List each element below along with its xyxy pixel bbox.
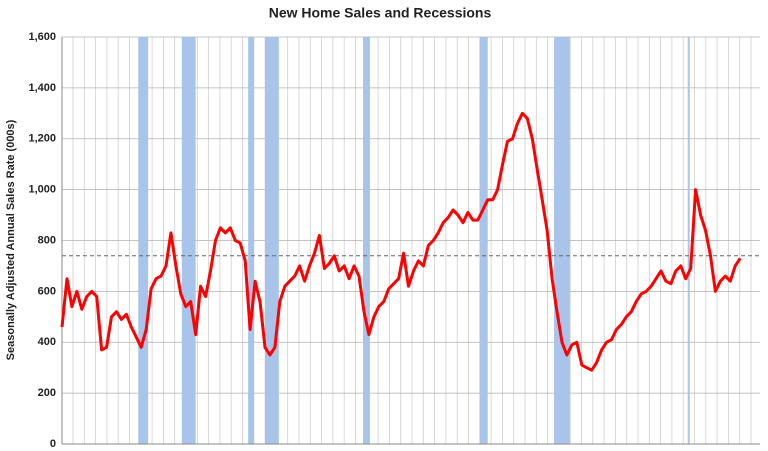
y-tick-label: 200 [38, 387, 56, 399]
recession-band [554, 37, 570, 444]
recession-band [264, 37, 279, 444]
recession-band [479, 37, 488, 444]
recession-band [138, 37, 149, 444]
y-tick-label: 1,200 [28, 133, 56, 145]
y-tick-label: 1,400 [28, 82, 56, 94]
y-tick-label: 0 [50, 438, 56, 450]
recession-band [362, 37, 370, 444]
y-tick-label: 600 [38, 285, 56, 297]
y-axis-label: Seasonally Adjusted Annual Sales Rate (0… [5, 119, 17, 360]
recession-band [181, 37, 196, 444]
y-tick-label: 400 [38, 336, 56, 348]
y-tick-label: 800 [38, 234, 56, 246]
recession-band [248, 37, 255, 444]
y-tick-label: 1,600 [28, 31, 56, 43]
y-tick-label: 1,000 [28, 184, 56, 196]
recession-band [687, 37, 690, 444]
sales-line [60, 111, 742, 372]
chart-title: New Home Sales and Recessions [269, 5, 492, 21]
